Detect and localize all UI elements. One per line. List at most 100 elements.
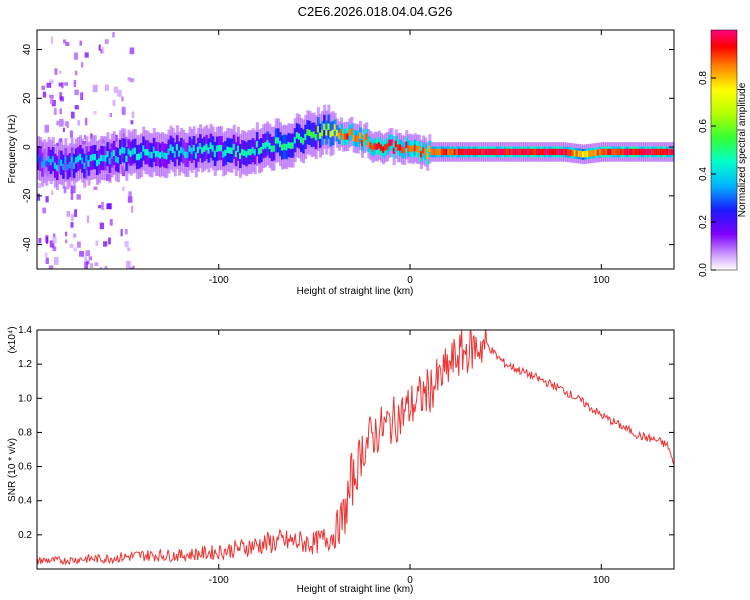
ridge-core [39, 155, 43, 163]
noise-speckle [69, 243, 74, 248]
ridge-core [37, 154, 40, 162]
ridge-core [474, 148, 478, 156]
ridge-core [213, 150, 217, 158]
noise-speckle [59, 92, 63, 100]
ridge-core [156, 150, 160, 158]
ridge-core [453, 148, 457, 156]
ridge-core [215, 145, 219, 152]
spectrogram-panel: -100 0 100 -40 -20 0 20 40 Height of straight l… [7, 29, 675, 297]
ridge-core [594, 149, 598, 156]
noise-speckle [41, 85, 45, 90]
ridge-core [565, 149, 569, 156]
noise-speckle [116, 90, 121, 97]
ridge-core [478, 148, 482, 156]
ridge-core [670, 148, 674, 156]
ridge-core [106, 150, 110, 158]
noise-speckle [63, 186, 67, 194]
ridge-core [281, 144, 285, 151]
ridge-core [312, 131, 316, 138]
ridge-core [575, 150, 579, 157]
noise-speckle [88, 256, 93, 261]
colorbar-label: Normalized spectral amplitude [737, 82, 748, 217]
ridge-core [104, 155, 108, 162]
noise-speckle [125, 228, 128, 235]
ridge-core [506, 148, 510, 156]
ridge-core [207, 147, 211, 154]
ridge-core [344, 133, 348, 140]
noise-speckle [58, 82, 63, 87]
colorbar-tick-label: 0.4 [698, 167, 709, 181]
noise-speckle [120, 229, 123, 237]
ridge-core [441, 148, 445, 156]
ridge-core [398, 144, 402, 151]
noise-speckle [86, 215, 90, 223]
ridge-core [329, 131, 333, 138]
ridge-core [379, 144, 383, 151]
spectrogram-y-tick-label: 40 [22, 44, 33, 56]
snr-y-tick-label: 0.6 [18, 462, 32, 473]
noise-speckle [84, 256, 88, 263]
noise-speckle [124, 240, 129, 248]
ridge-core [100, 154, 104, 162]
noise-speckle [48, 79, 54, 84]
ridge-core [563, 148, 567, 156]
ridge-core [253, 149, 257, 156]
noise-speckle [112, 99, 116, 106]
ridge-core [499, 148, 503, 156]
ridge-core [430, 148, 434, 156]
ridge-core [205, 143, 209, 151]
ridge-core [527, 148, 531, 156]
ridge-core [523, 148, 527, 156]
ridge-core [295, 132, 299, 139]
ridge-core [131, 148, 135, 155]
ridge-core [436, 148, 440, 156]
ridge-core [554, 148, 558, 156]
ridge-core [314, 133, 318, 141]
ridge-core [169, 144, 173, 151]
ridge-core [647, 148, 651, 156]
noise-speckle [50, 36, 54, 44]
ridge-core [49, 158, 53, 166]
ridge-core [605, 148, 609, 156]
noise-speckle [129, 267, 133, 269]
ridge-core [645, 148, 649, 156]
ridge-core [201, 147, 205, 154]
snr-ticks: -100 0 100 0.2 0.4 0.6 0.8 1.0 1.2 1.4 [18, 325, 674, 586]
ridge-core [560, 148, 564, 156]
noise-speckle [108, 237, 111, 245]
ridge-core [283, 143, 287, 150]
noise-speckle [64, 120, 69, 127]
noise-speckle [59, 108, 62, 115]
ridge-core [455, 148, 459, 156]
spectrogram-marks [37, 32, 674, 269]
ridge-core [243, 149, 247, 157]
ridge-core [462, 148, 466, 156]
ridge-core [297, 133, 301, 140]
ridge-core [150, 152, 154, 159]
ridge-core [180, 146, 184, 154]
ridge-core [443, 148, 447, 156]
noise-speckle [121, 96, 124, 102]
ridge-core [384, 144, 388, 151]
ridge-core [241, 148, 245, 156]
ridge-core [293, 137, 297, 144]
ridge-core [186, 151, 190, 159]
ridge-core [392, 147, 396, 154]
ridge-core [323, 123, 327, 130]
noise-speckle [62, 127, 65, 132]
ridge-core [464, 148, 468, 156]
colorbar-gradient [710, 29, 738, 271]
ridge-core [417, 146, 421, 153]
ridge-core [62, 163, 66, 171]
noise-speckle [58, 70, 62, 74]
noise-speckle [58, 118, 64, 127]
ridge-core [520, 148, 524, 156]
ridge-core [636, 148, 640, 156]
ridge-core [239, 152, 243, 160]
ridge-core [268, 142, 272, 150]
noise-speckle [104, 39, 109, 44]
ridge-core [177, 150, 181, 157]
ridge-core [346, 133, 350, 140]
ridge-core [190, 147, 194, 155]
